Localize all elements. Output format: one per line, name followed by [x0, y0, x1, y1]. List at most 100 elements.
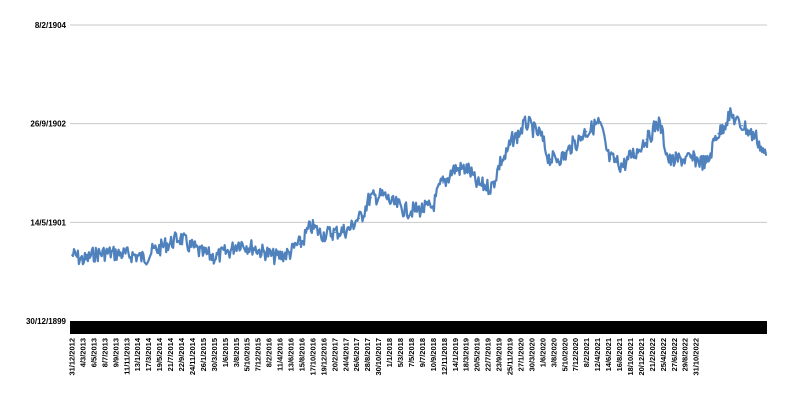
gridlines [70, 24, 767, 223]
data-point [83, 259, 85, 261]
x-tick-label: 30/3/2015 [210, 338, 219, 371]
data-point [537, 132, 540, 135]
x-tick-label: 22/7/2019 [484, 338, 493, 371]
x-tick-label: 21/2/2022 [648, 338, 657, 371]
x-tick-label: 4/3/2013 [78, 338, 87, 367]
data-point [681, 158, 684, 160]
x-tick-label: 20/12/2021 [637, 338, 646, 376]
x-tick-label: 9/7/2018 [418, 338, 427, 367]
data-point [621, 164, 624, 166]
x-tick-label: 13/1/2014 [133, 337, 142, 371]
data-point [190, 246, 193, 248]
x-tick-label: 25/11/2019 [506, 338, 515, 375]
x-tick-label: 30/10/2017 [374, 338, 383, 376]
x-tick-label: 28/8/2017 [363, 338, 372, 371]
x-tick-label: 5/3/2018 [396, 338, 405, 367]
x-tick-label: 24/4/2017 [341, 338, 350, 371]
data-point [298, 243, 301, 245]
x-tick-label: 13/6/2016 [287, 338, 296, 371]
x-tick-label: 8/2/2016 [265, 338, 274, 367]
data-point [334, 231, 337, 233]
x-tick-label: 31/12/2012 [68, 338, 77, 376]
data-point [729, 114, 731, 117]
data-point [178, 237, 181, 239]
data-point [525, 122, 528, 125]
x-tick-label: 20/2/2017 [330, 338, 339, 371]
data-point [166, 243, 169, 245]
data-point [95, 253, 97, 255]
x-axis-band [70, 321, 767, 334]
data-point [406, 209, 408, 212]
data-point [501, 158, 504, 160]
x-axis: 31/12/2012 4/3/2013 6/5/2013 8/7/2013 9/9/20… [68, 337, 701, 375]
data-point [585, 130, 588, 133]
data-point [633, 152, 636, 155]
x-tick-label: 3/8/2020 [549, 338, 558, 367]
data-point [154, 249, 157, 251]
x-tick-label: 12/4/2021 [593, 338, 602, 371]
x-tick-label: 29/8/2022 [681, 338, 690, 371]
data-point [717, 132, 719, 135]
x-tick-label: 14/6/2021 [604, 338, 613, 371]
x-tick-label: 11/11/2013 [122, 338, 131, 375]
data-point [262, 251, 265, 253]
data-point [131, 254, 133, 256]
y-tick-label: 8/2/1904 [35, 21, 67, 30]
x-tick-label: 10/9/2018 [429, 338, 438, 371]
data-point [310, 226, 313, 229]
x-tick-label: 7/12/2015 [254, 338, 263, 371]
data-point [430, 206, 432, 209]
data-point [274, 256, 277, 258]
data-point [705, 162, 707, 164]
x-tick-label: 8/7/2013 [100, 338, 109, 367]
x-tick-label: 7/5/2018 [407, 338, 416, 367]
x-tick-label: 1/6/2020 [538, 338, 547, 367]
data-point [741, 124, 743, 127]
y-tick-label: 26/9/1902 [30, 120, 66, 129]
x-tick-label: 5/10/2020 [560, 338, 569, 371]
data-point [645, 138, 648, 141]
data-point [71, 254, 73, 256]
x-tick-label: 25/4/2022 [659, 338, 668, 371]
x-tick-label: 26/1/2015 [199, 338, 208, 371]
y-axis: 30/12/1899 14/5/1901 26/9/1902 8/2/1904 [26, 21, 67, 326]
data-point [226, 251, 229, 253]
data-point [394, 203, 396, 206]
data-point [202, 253, 205, 255]
x-tick-label: 11/4/2016 [276, 338, 285, 371]
x-tick-label: 16/8/2021 [615, 338, 624, 371]
data-point [454, 168, 456, 170]
x-tick-label: 1/6/2015 [221, 338, 230, 367]
data-point [657, 122, 660, 125]
x-tick-label: 22/9/2014 [177, 337, 186, 371]
data-point [442, 182, 444, 184]
x-tick-label: 23/9/2019 [495, 338, 504, 371]
x-tick-label: 26/6/2017 [352, 338, 361, 371]
data-point [250, 246, 253, 248]
x-tick-label: 17/10/2016 [308, 338, 317, 376]
x-tick-label: 6/5/2013 [89, 338, 98, 367]
x-tick-label: 20/5/2019 [473, 338, 482, 371]
x-tick-label: 30/3/2020 [527, 338, 536, 371]
x-tick-label: 18/10/2021 [626, 338, 635, 376]
data-point [693, 158, 696, 160]
data-point [573, 142, 576, 145]
data-point [238, 242, 241, 244]
data-point [142, 257, 145, 259]
data-point [346, 229, 349, 232]
data-point [478, 184, 480, 186]
data-point [609, 158, 612, 160]
x-tick-label: 31/10/2022 [692, 338, 701, 376]
data-point [358, 217, 360, 220]
data-point [382, 194, 384, 197]
data-point [597, 122, 600, 125]
data-point [765, 154, 767, 157]
data-point [418, 208, 420, 211]
data-point [466, 168, 468, 170]
data-point [370, 196, 372, 199]
x-tick-label: 27/1/2020 [516, 338, 525, 371]
data-point [107, 252, 109, 254]
x-tick-label: 21/7/2014 [166, 337, 175, 371]
plot-area [71, 107, 768, 266]
